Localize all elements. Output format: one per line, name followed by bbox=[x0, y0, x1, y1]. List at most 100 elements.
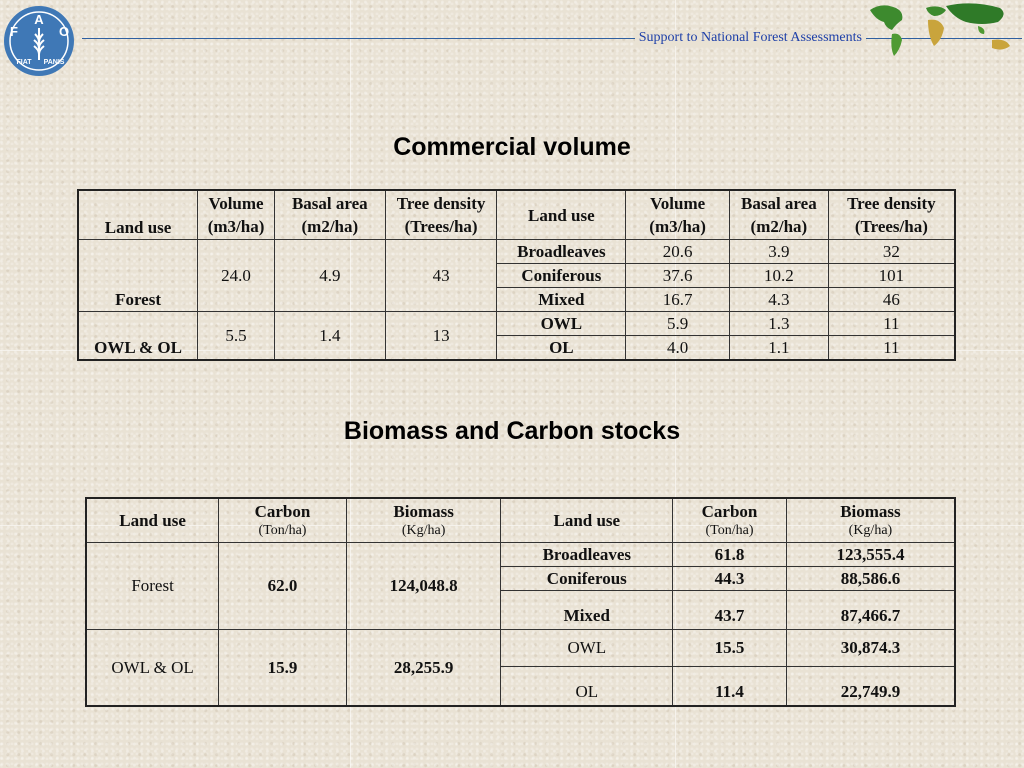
header-biomass-unit: (Kg/ha) bbox=[401, 523, 446, 538]
table-row: Forest 24.0 4.9 43 Broadleaves 20.6 3.9 … bbox=[77, 239, 956, 312]
cell-land-use: Forest bbox=[85, 542, 220, 630]
cell-basal-area: 4.9 bbox=[273, 239, 386, 312]
logo-motto-left: FIAT bbox=[16, 59, 32, 66]
header-tree-density: Tree density (Trees/ha) bbox=[384, 189, 498, 240]
header-biomass-label-right: Biomass bbox=[840, 502, 901, 521]
header-land-use-right: Land use bbox=[496, 189, 627, 240]
header-carbon-label: Carbon bbox=[254, 502, 311, 521]
cell-land-use-right: OL bbox=[500, 666, 674, 707]
header-tree-density-label: Tree density bbox=[396, 194, 486, 213]
bg-grid-line bbox=[675, 0, 676, 768]
header-volume: Volume (m3/ha) bbox=[197, 189, 275, 240]
cell-land-use-right: Coniferous bbox=[496, 263, 627, 288]
header-volume-label: Volume bbox=[208, 194, 264, 213]
cell-volume: 5.5 bbox=[197, 311, 275, 361]
cell-carbon-right: 43.7 bbox=[672, 590, 787, 630]
cell-land-use-right: Broadleaves bbox=[500, 542, 674, 567]
cell-carbon-right: 44.3 bbox=[672, 566, 787, 591]
table-header-row: Land use Volume (m3/ha) Basal area (m2/ha)… bbox=[77, 189, 956, 240]
table-row: OWL & OL 5.5 1.4 13 OWL 5.9 1.3 11 bbox=[77, 311, 956, 361]
header-basal-area: Basal area (m2/ha) bbox=[273, 189, 386, 240]
cell-biomass-right: 30,874.3 bbox=[785, 629, 956, 667]
cell-basal-area-right: 4.3 bbox=[728, 287, 829, 312]
cell-basal-area-right: 10.2 bbox=[728, 263, 829, 288]
table-row: OL 4.0 1.1 11 bbox=[78, 335, 956, 361]
header-land-use: Land use bbox=[77, 189, 199, 240]
table-row: Forest 62.0 124,048.8 Broadleaves 61.8 1… bbox=[85, 542, 956, 630]
cell-volume-right: 16.7 bbox=[625, 287, 730, 312]
svg-text:O: O bbox=[59, 24, 69, 39]
cell-volume: 24.0 bbox=[197, 239, 275, 312]
header-divider bbox=[82, 38, 1022, 39]
header-volume-unit-right: (m3/ha) bbox=[649, 217, 706, 236]
cell-basal-area-right: 3.9 bbox=[728, 239, 829, 264]
header-carbon: Carbon (Ton/ha) bbox=[218, 497, 347, 543]
cell-basal-area: 1.4 bbox=[273, 311, 386, 361]
svg-text:F: F bbox=[10, 24, 18, 39]
svg-text:A: A bbox=[34, 12, 44, 27]
bg-grid-line bbox=[350, 0, 351, 768]
cell-land-use-right: Mixed bbox=[500, 590, 674, 630]
header-biomass-right: Biomass (Kg/ha) bbox=[785, 497, 956, 543]
cell-basal-area-right: 1.3 bbox=[728, 311, 829, 336]
fao-logo: F A O FIAT PANIS bbox=[4, 6, 74, 76]
cell-land-use-right: OL bbox=[496, 335, 627, 361]
header-volume-right: Volume (m3/ha) bbox=[625, 189, 730, 240]
table-row: Mixed 16.7 4.3 46 bbox=[78, 287, 956, 312]
cell-land-use-right: Mixed bbox=[496, 287, 627, 312]
header-volume-label-right: Volume bbox=[650, 194, 706, 213]
header-volume-unit: (m3/ha) bbox=[207, 217, 265, 236]
commercial-volume-table: Land use Volume (m3/ha) Basal area (m2/ha)… bbox=[77, 189, 956, 361]
table-row: OL 11.4 22,749.9 bbox=[86, 666, 956, 707]
cell-tree-density-right: 11 bbox=[827, 311, 956, 336]
cell-tree-density: 13 bbox=[384, 311, 498, 361]
cell-tree-density-right: 11 bbox=[827, 335, 956, 361]
header-basal-area-unit: (m2/ha) bbox=[301, 217, 359, 236]
cell-biomass-right: 87,466.7 bbox=[785, 590, 956, 630]
cell-land-use: OWL & OL bbox=[77, 311, 199, 361]
cell-biomass-right: 123,555.4 bbox=[785, 542, 956, 567]
cell-tree-density: 43 bbox=[384, 239, 498, 312]
header-biomass-unit-right: (Kg/ha) bbox=[848, 523, 893, 538]
header-tree-density-unit: (Trees/ha) bbox=[404, 217, 478, 236]
header-land-use-right: Land use bbox=[500, 497, 674, 543]
header-tagline: Support to National Forest Assessments bbox=[634, 30, 866, 46]
cell-tree-density-right: 32 bbox=[827, 239, 956, 264]
header-carbon-right: Carbon (Ton/ha) bbox=[672, 497, 787, 543]
cell-land-use-right: Coniferous bbox=[500, 566, 674, 591]
cell-biomass: 124,048.8 bbox=[345, 542, 502, 630]
header-carbon-unit-right: (Ton/ha) bbox=[705, 523, 754, 538]
cell-tree-density-right: 46 bbox=[827, 287, 956, 312]
header-tree-density-label-right: Tree density bbox=[847, 194, 936, 213]
header-basal-area-label-right: Basal area bbox=[741, 194, 817, 213]
cell-tree-density-right: 101 bbox=[827, 263, 956, 288]
world-map-icon bbox=[870, 3, 1010, 56]
cell-biomass-right: 22,749.9 bbox=[785, 666, 956, 707]
cell-carbon-right: 15.5 bbox=[672, 629, 787, 667]
header-tree-density-right: Tree density (Trees/ha) bbox=[827, 189, 956, 240]
table-header-row: Land use Carbon (Ton/ha) Biomass (Kg/ha) L… bbox=[85, 497, 956, 543]
cell-land-use-right: OWL bbox=[500, 629, 674, 667]
header-tree-density-unit-right: (Trees/ha) bbox=[854, 217, 928, 236]
cell-carbon: 15.9 bbox=[218, 629, 347, 707]
cell-land-use-right: OWL bbox=[496, 311, 627, 336]
header-basal-area-label: Basal area bbox=[291, 194, 368, 213]
commercial-volume-title: Commercial volume bbox=[393, 133, 631, 161]
cell-volume-right: 20.6 bbox=[625, 239, 730, 264]
cell-volume-right: 37.6 bbox=[625, 263, 730, 288]
cell-biomass-right: 88,586.6 bbox=[785, 566, 956, 591]
cell-basal-area-right: 1.1 bbox=[728, 335, 829, 361]
header-land-use: Land use bbox=[85, 497, 220, 543]
cell-carbon-right: 61.8 bbox=[672, 542, 787, 567]
header-basal-area-unit-right: (m2/ha) bbox=[750, 217, 808, 236]
logo-motto-right: PANIS bbox=[44, 59, 65, 66]
header-biomass-label: Biomass bbox=[393, 502, 454, 521]
table-row: Mixed 43.7 87,466.7 bbox=[86, 590, 956, 630]
cell-volume-right: 4.0 bbox=[625, 335, 730, 361]
biomass-carbon-table: Land use Carbon (Ton/ha) Biomass (Kg/ha) L… bbox=[85, 497, 956, 707]
header-basal-area-right: Basal area (m2/ha) bbox=[728, 189, 829, 240]
cell-carbon: 62.0 bbox=[218, 542, 347, 630]
cell-land-use: OWL & OL bbox=[85, 629, 220, 707]
biomass-carbon-title: Biomass and Carbon stocks bbox=[343, 417, 681, 445]
header-biomass: Biomass (Kg/ha) bbox=[345, 497, 502, 543]
